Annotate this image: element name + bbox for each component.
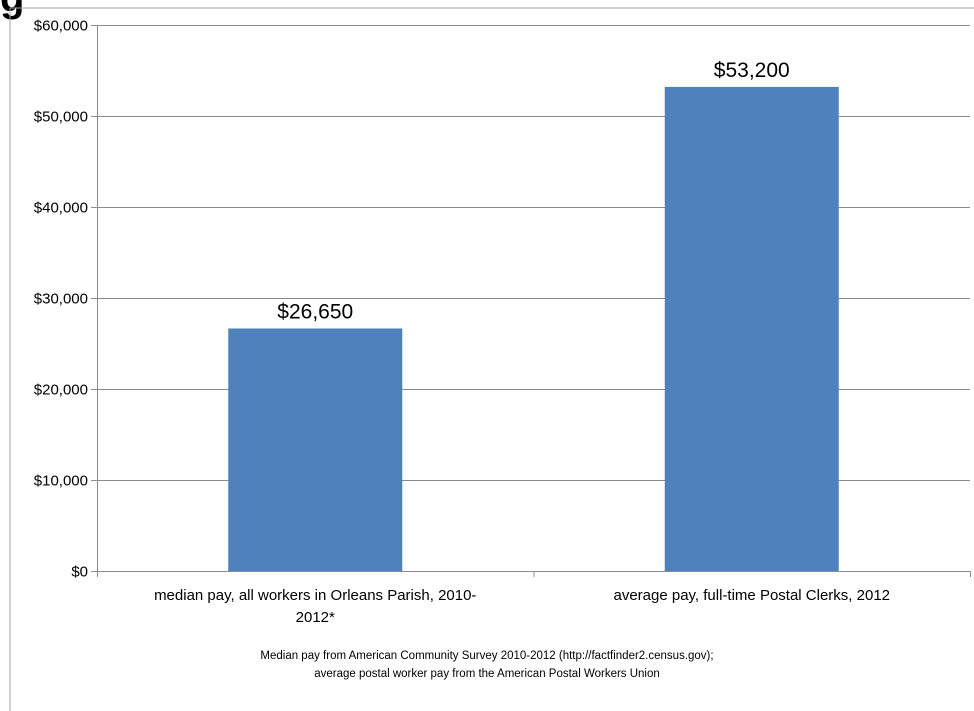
labels: $0 $10,000 $20,000 $30,000 $40,000 $50,000 $60… — [34, 18, 790, 581]
y-tick-label: $20,000 — [34, 382, 88, 399]
y-tick-label: $40,000 — [34, 200, 88, 217]
y-tick-label: $30,000 — [34, 291, 88, 308]
data-label: $53,200 — [714, 59, 790, 82]
footnote-line-1: Median pay from American Community Surve… — [260, 650, 714, 662]
y-tick-label: $10,000 — [34, 473, 88, 490]
bar — [228, 328, 403, 571]
footnote-line-2: average postal worker pay from the Ameri… — [314, 668, 660, 680]
axes — [9, 7, 974, 711]
chart-title: g — [0, 0, 24, 18]
data-label: $26,650 — [277, 300, 353, 323]
x-category-label: average pay, full-time Postal Clerks, 20… — [613, 587, 891, 604]
y-tick-label: $0 — [71, 564, 88, 581]
gridlines — [97, 25, 970, 481]
y-tick-label: $60,000 — [34, 18, 88, 35]
bars — [228, 86, 839, 571]
bar — [664, 86, 839, 571]
x-category-label: median pay, all workers in Orleans Paris… — [154, 587, 477, 626]
y-tick-label: $50,000 — [34, 109, 88, 126]
